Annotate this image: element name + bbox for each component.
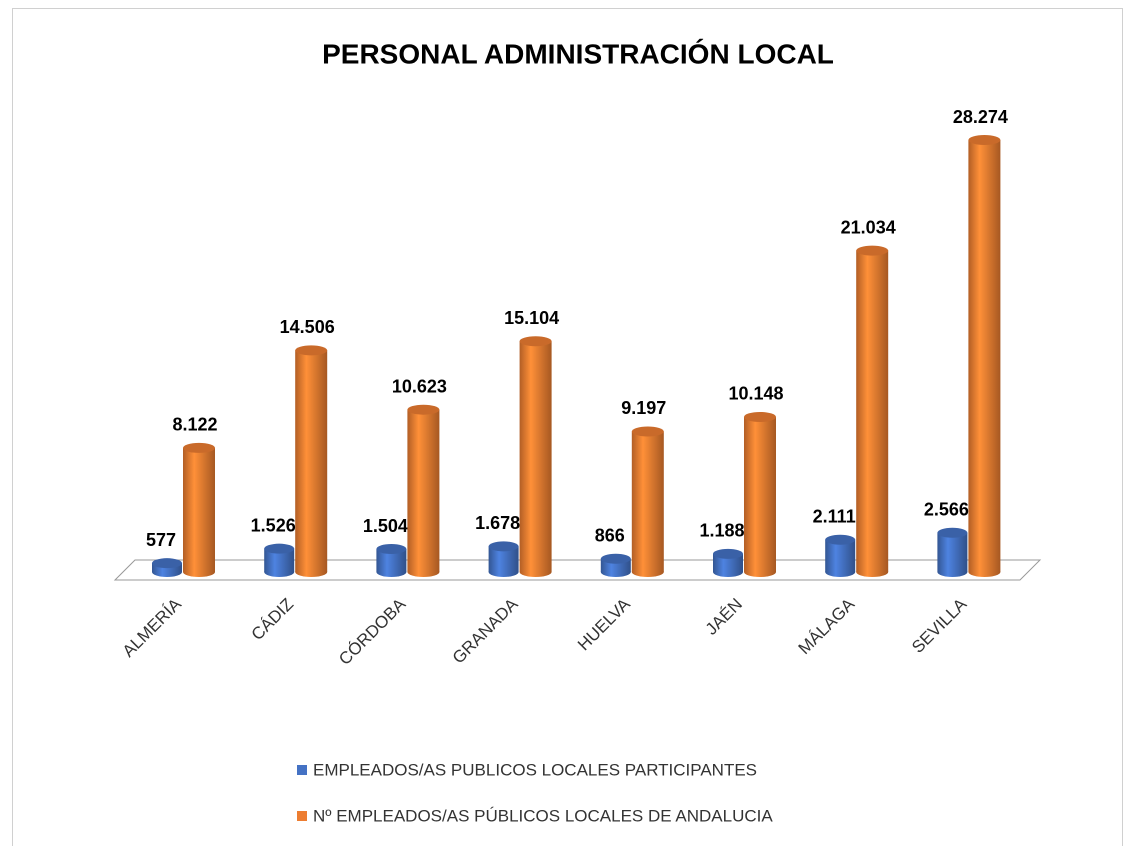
legend-swatch [297,811,307,821]
chart-border [12,8,1123,846]
bar-top [744,411,776,422]
bar-body [264,548,295,572]
bar-top [631,426,664,437]
bar-top [183,442,215,453]
bar [937,527,968,577]
bar-top [856,245,889,256]
data-label: 1.526 [251,515,296,535]
bar-top [376,544,407,555]
bar-body [631,431,664,572]
bar [856,245,889,577]
data-label: 577 [146,530,176,550]
data-label: 1.504 [363,516,408,536]
bar [295,345,328,577]
bar [264,543,295,577]
bar-body [968,140,1001,572]
floor [113,559,1042,581]
bar [519,336,552,577]
data-label: 28.274 [953,107,1008,127]
bar-body [744,416,776,572]
bar-body [713,553,743,572]
bar-top [264,543,295,554]
bar-body [519,341,552,572]
bar-body [407,409,440,572]
bar-body [856,250,889,572]
bar [407,404,440,577]
bar-top [295,345,328,356]
bar [744,411,776,577]
bar-top [519,336,552,347]
bar [376,544,407,577]
bar-top [488,541,519,552]
bar [631,426,664,577]
data-label: 9.197 [621,398,666,418]
bar-top [968,135,1001,145]
data-label: 1.678 [475,513,520,533]
bar [152,558,182,577]
data-label: 8.122 [172,415,217,435]
bar-top [713,548,743,559]
bar [713,548,743,577]
bar-top [937,527,968,538]
data-label: 15.104 [504,308,559,328]
data-label: 21.034 [841,217,896,237]
bar [183,442,215,577]
bar-top [600,553,631,564]
bar [968,135,1001,577]
data-label: 2.111 [813,506,856,526]
bar-body [937,532,968,572]
bar [488,541,519,577]
bar-body [183,447,215,572]
legend-label: Nº EMPLEADOS/AS PÚBLICOS LOCALES DE ANDA… [313,806,773,825]
data-label: 2.566 [924,500,969,520]
bar [825,534,856,577]
bar-body [376,549,407,572]
bar-top [825,534,856,545]
legend-label: EMPLEADOS/AS PUBLICOS LOCALES PARTICIPAN… [313,760,757,779]
data-label: 866 [595,526,625,546]
data-label: 10.148 [728,384,783,404]
data-label: 14.506 [280,317,335,337]
bar-body [825,539,856,572]
bar-top [152,558,182,569]
chart-title: PERSONAL ADMINISTRACIÓN LOCAL [322,38,834,69]
data-label: 1.188 [699,521,744,541]
bar [600,553,631,577]
legend-swatch [297,765,307,775]
data-label: 10.623 [392,376,447,396]
bar-body [295,350,328,572]
bar-top [407,404,440,415]
